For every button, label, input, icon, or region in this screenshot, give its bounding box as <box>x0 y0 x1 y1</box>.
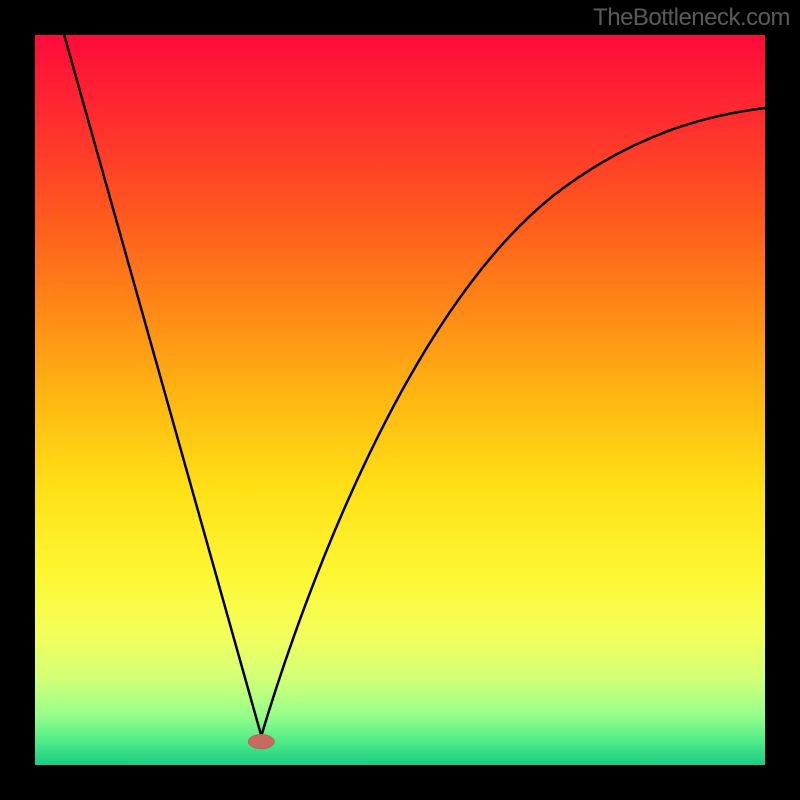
attribution-label: TheBottleneck.com <box>593 4 790 32</box>
performance-curve <box>64 35 765 736</box>
plot-area <box>35 35 765 765</box>
optimal-point-marker <box>248 734 274 749</box>
curve-layer <box>35 35 765 765</box>
chart-container: TheBottleneck.com <box>0 0 800 800</box>
